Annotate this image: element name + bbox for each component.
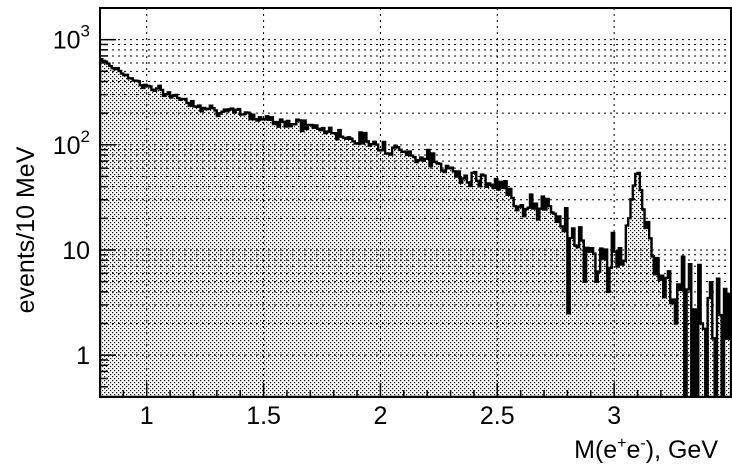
x-tick-label: 3 [607,402,621,430]
histogram-fill [100,59,731,397]
y-tick-label: 103 [53,22,90,55]
x-tick-label: 1 [140,402,154,430]
plot-frame [99,7,732,398]
histogram-outline [100,57,731,397]
y-tick-label: 10 [62,237,90,265]
tick-labels: 1 1.5 2 2.5 3 1 10 102 103 [53,22,621,430]
histogram-area [100,57,731,397]
y-tick-label: 102 [53,127,90,160]
x-tick-label: 2.5 [480,402,515,430]
y-axis-title: events/10 MeV [12,146,40,313]
x-axis-title: M(e+e-), GeV [574,435,718,464]
axis-ticks [99,7,732,398]
x-tick-label: 2 [373,402,387,430]
x-tick-label: 1.5 [246,402,281,430]
y-tick-label: 1 [76,342,90,370]
